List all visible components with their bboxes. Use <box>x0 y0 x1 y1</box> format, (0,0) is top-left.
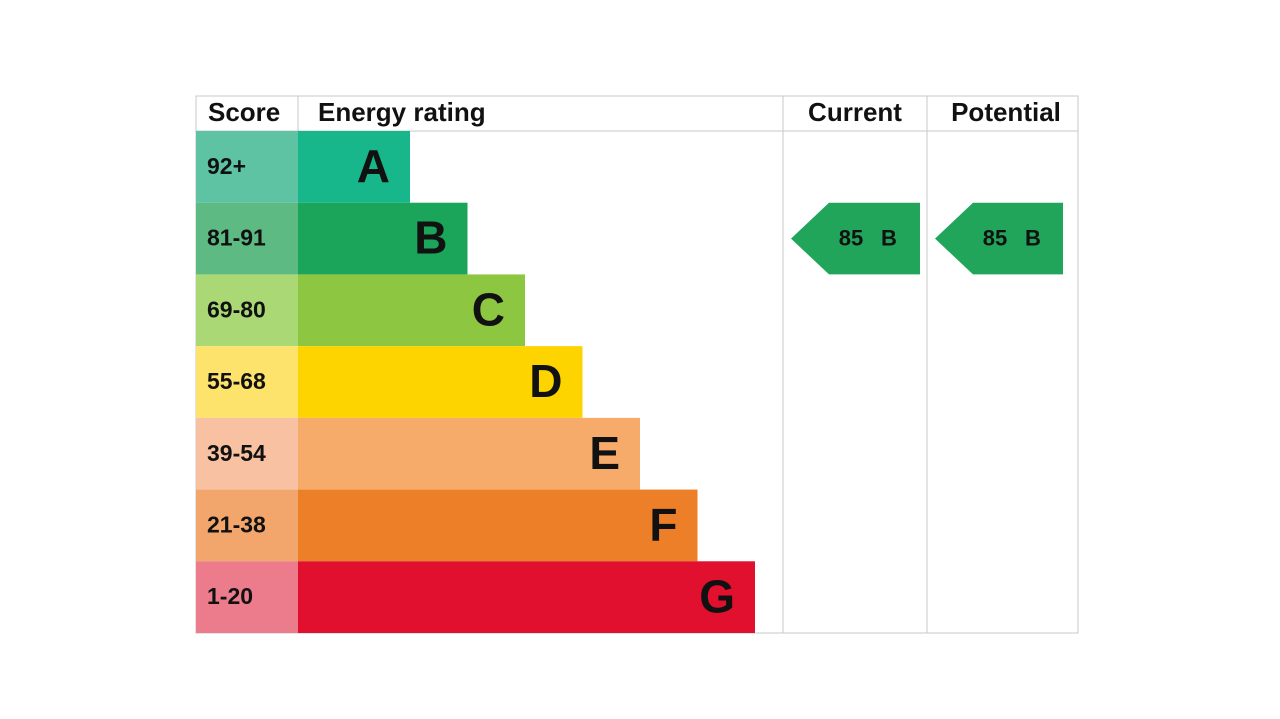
header-energy-rating: Energy rating <box>318 97 486 127</box>
rating-letter: A <box>357 140 390 192</box>
rating-bar <box>298 417 640 490</box>
current-arrow <box>791 202 920 275</box>
score-cell <box>196 202 298 275</box>
potential-score: 85 <box>983 225 1007 250</box>
score-cell <box>196 346 298 418</box>
score-cell <box>196 274 298 347</box>
rating-bar <box>298 489 698 562</box>
potential-letter: B <box>1025 225 1041 250</box>
score-range: 55-68 <box>207 368 266 394</box>
score-range: 81-91 <box>207 225 266 251</box>
rating-letter: C <box>472 283 505 335</box>
score-cell <box>196 131 298 203</box>
current-letter: B <box>881 225 897 250</box>
rating-letter: G <box>699 570 735 622</box>
rating-letter: B <box>414 212 447 264</box>
header-score: Score <box>208 97 280 127</box>
rating-letter: D <box>529 355 562 407</box>
rating-bar <box>298 202 468 275</box>
score-range: 21-38 <box>207 512 266 538</box>
rating-bar <box>298 131 410 203</box>
rating-bar <box>298 346 583 418</box>
score-cell <box>196 417 298 490</box>
score-range: 92+ <box>207 153 246 179</box>
rating-letter: E <box>589 427 620 479</box>
score-range: 69-80 <box>207 296 266 322</box>
score-cell <box>196 489 298 562</box>
score-cell <box>196 561 298 633</box>
rating-letter: F <box>649 499 677 551</box>
rating-bar <box>298 274 525 347</box>
rating-bar <box>298 561 755 633</box>
potential-arrow <box>935 202 1063 275</box>
current-score: 85 <box>839 225 863 250</box>
score-range: 39-54 <box>207 440 266 466</box>
header-potential: Potential <box>951 97 1061 127</box>
header-current: Current <box>808 97 902 127</box>
score-range: 1-20 <box>207 583 253 609</box>
